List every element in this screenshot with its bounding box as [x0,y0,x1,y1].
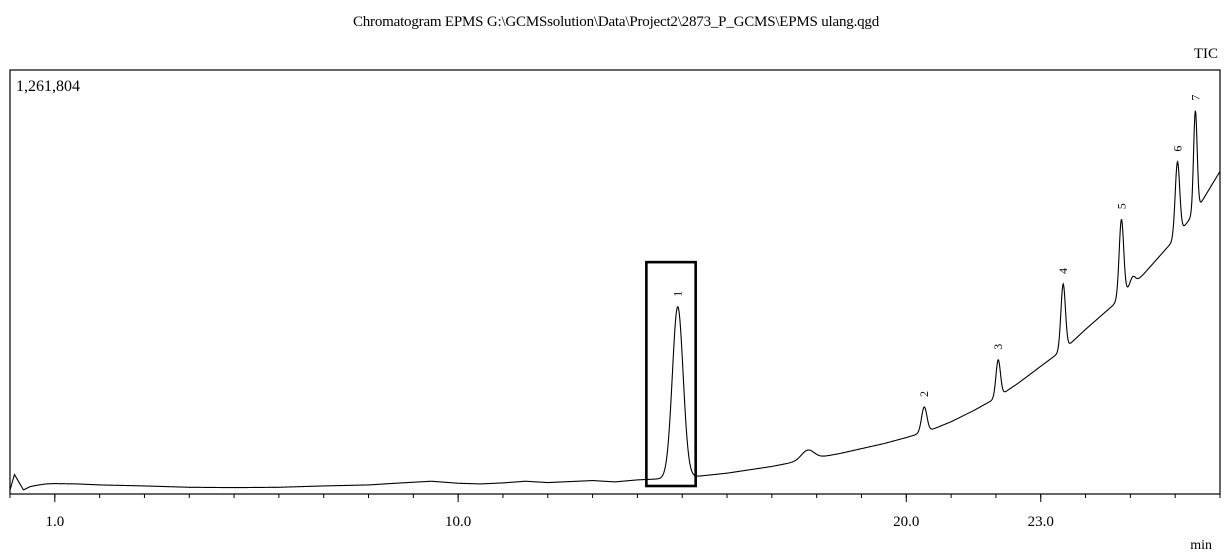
plot-frame [9,69,1221,495]
x-axis-ticks [9,494,1221,502]
x-tick-label: 23.0 [1028,514,1054,530]
peak-label: 6 [1170,146,1184,152]
peak-label: 2 [917,391,931,397]
peak-labels: 1 2 3 4 5 6 7 [671,95,1203,397]
signal-label: TIC [1193,46,1218,62]
x-tick-label: 20.0 [893,514,919,530]
chart-title: Chromatogram EPMS G:\GCMSsolution\Data\P… [352,14,880,30]
tic-trace [9,110,1221,491]
peak-label: 7 [1188,95,1202,101]
peak-label: 5 [1114,203,1128,209]
x-tick-label: 1.0 [45,514,64,530]
x-tick-label: 10.0 [445,514,471,530]
x-tick-labels: 1.0 10.0 20.0 23.0 [45,514,1053,530]
peak-label: 4 [1056,268,1070,274]
y-max-label: 1,261,804 [16,78,80,95]
x-unit-label: min [1190,538,1212,553]
highlight-box [645,260,697,488]
peak-label: 3 [991,344,1005,350]
peak-label: 1 [671,291,685,297]
